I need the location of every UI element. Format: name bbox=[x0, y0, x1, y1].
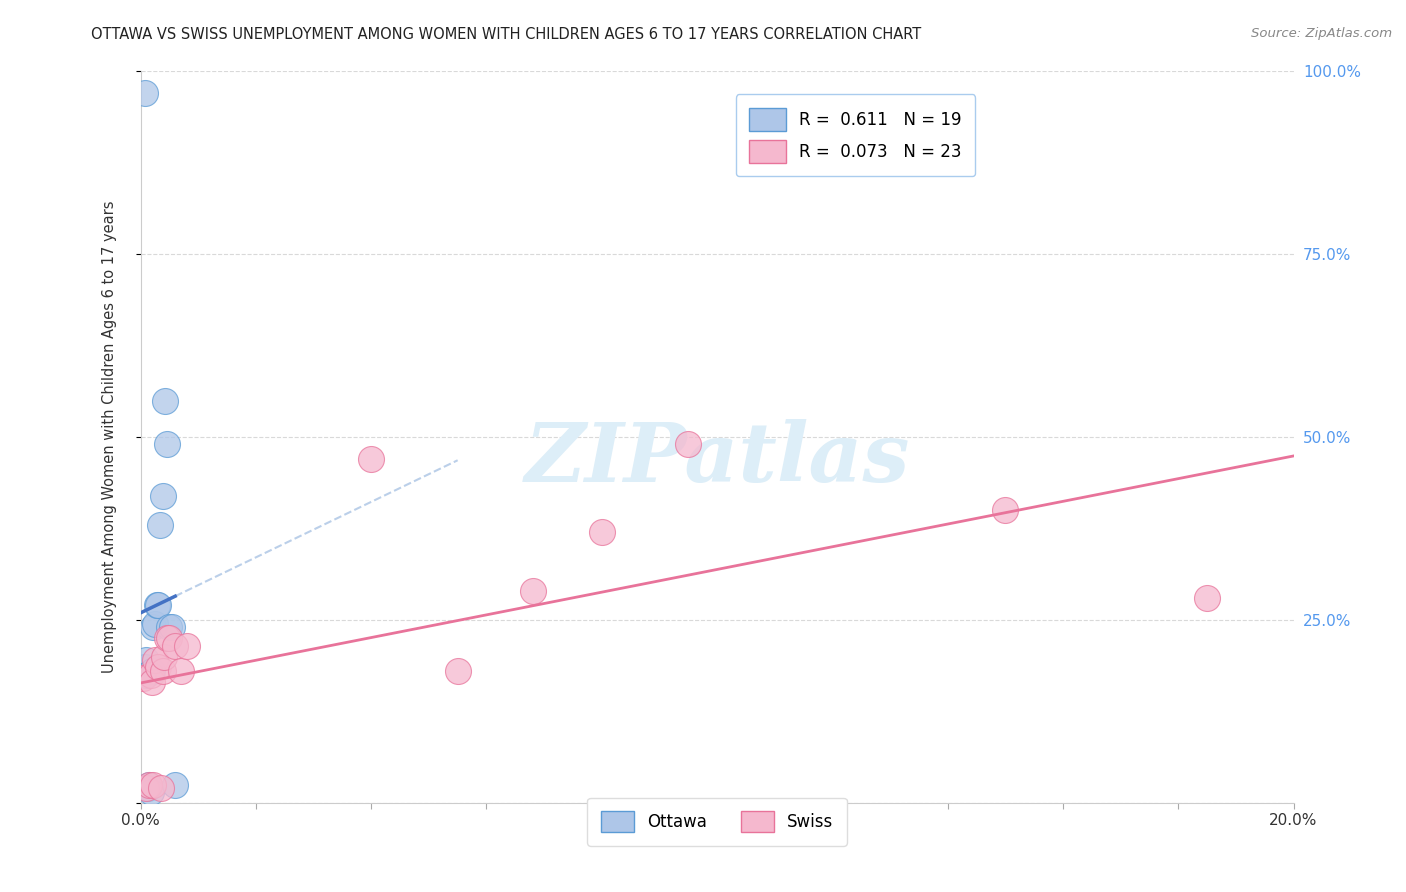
Point bbox=[522, 583, 544, 598]
Point bbox=[135, 653, 157, 667]
Point bbox=[1195, 591, 1218, 605]
Point bbox=[149, 781, 172, 796]
Point bbox=[138, 778, 160, 792]
Point bbox=[139, 785, 162, 799]
Point bbox=[152, 489, 174, 503]
Point bbox=[142, 778, 165, 792]
Point bbox=[139, 667, 162, 681]
Point bbox=[170, 664, 193, 678]
Point bbox=[360, 452, 382, 467]
Legend: Ottawa, Swiss: Ottawa, Swiss bbox=[588, 797, 846, 846]
Point bbox=[159, 620, 180, 634]
Point bbox=[165, 639, 187, 653]
Point bbox=[447, 664, 470, 678]
Point bbox=[176, 639, 198, 653]
Point bbox=[591, 525, 613, 540]
Point bbox=[165, 778, 187, 792]
Point bbox=[134, 660, 156, 674]
Text: OTTAWA VS SWISS UNEMPLOYMENT AMONG WOMEN WITH CHILDREN AGES 6 TO 17 YEARS CORREL: OTTAWA VS SWISS UNEMPLOYMENT AMONG WOMEN… bbox=[91, 27, 922, 42]
Text: ZIPatlas: ZIPatlas bbox=[524, 419, 910, 499]
Point bbox=[143, 653, 166, 667]
Point bbox=[146, 660, 169, 674]
Y-axis label: Unemployment Among Women with Children Ages 6 to 17 years: Unemployment Among Women with Children A… bbox=[103, 201, 117, 673]
Point bbox=[155, 632, 177, 646]
Point bbox=[132, 672, 155, 686]
Point bbox=[155, 437, 177, 451]
Point bbox=[134, 87, 156, 101]
Point bbox=[152, 649, 174, 664]
Point bbox=[152, 664, 174, 678]
Point bbox=[678, 437, 700, 451]
Point bbox=[136, 781, 159, 796]
Point bbox=[142, 620, 165, 634]
Point bbox=[143, 616, 166, 631]
Point bbox=[149, 517, 172, 532]
Point bbox=[135, 667, 157, 681]
Point bbox=[141, 675, 163, 690]
Point bbox=[153, 393, 176, 408]
Point bbox=[994, 503, 1017, 517]
Point bbox=[135, 781, 157, 796]
Point bbox=[138, 778, 160, 792]
Point bbox=[162, 620, 184, 634]
Point bbox=[141, 664, 163, 678]
Point bbox=[159, 632, 180, 646]
Point bbox=[145, 599, 167, 613]
Point bbox=[146, 599, 169, 613]
Text: Source: ZipAtlas.com: Source: ZipAtlas.com bbox=[1251, 27, 1392, 40]
